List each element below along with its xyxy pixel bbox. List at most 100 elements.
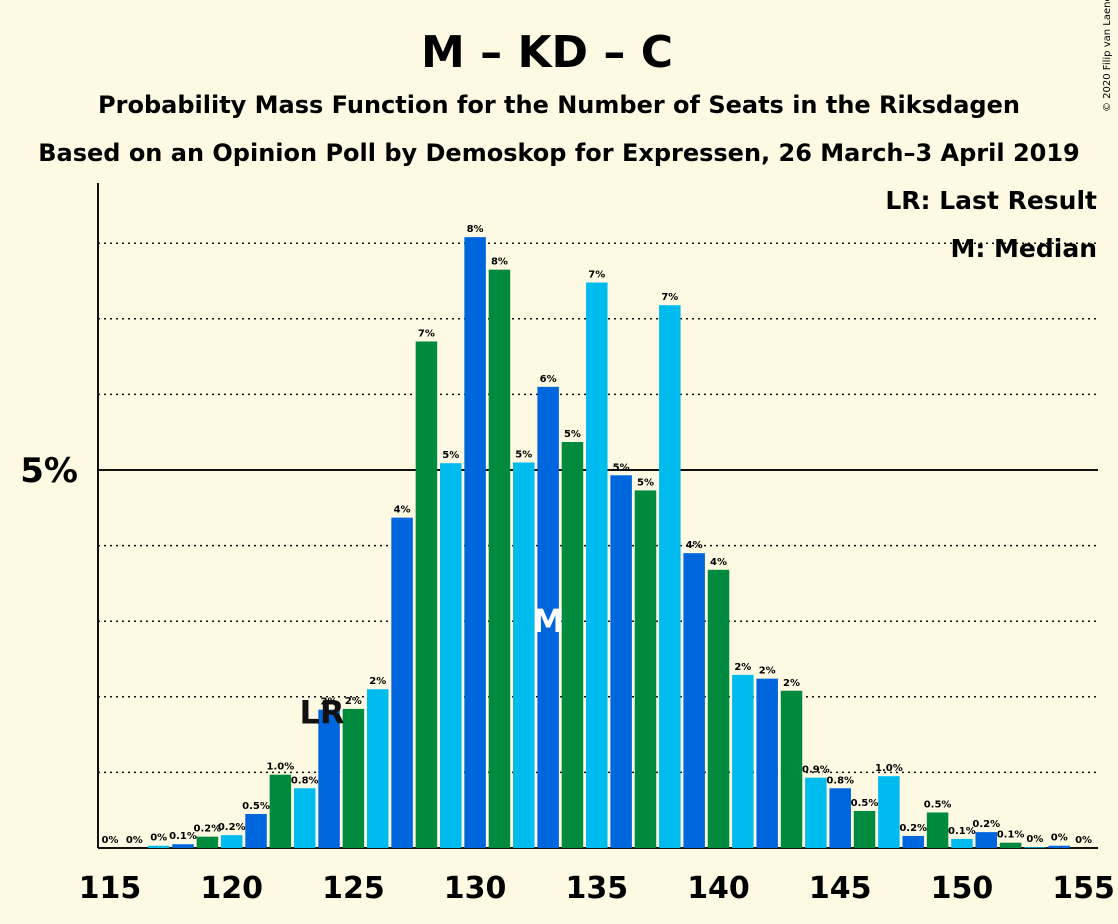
x-tick-label-125: 125 xyxy=(322,871,385,906)
data-label-seat-131: 8% xyxy=(491,257,508,268)
data-label-seat-139: 4% xyxy=(686,540,703,551)
data-label-seat-145: 0.8% xyxy=(826,775,854,786)
data-label-seat-152: 0.1% xyxy=(997,830,1025,841)
data-label-seat-127: 4% xyxy=(394,505,411,516)
data-label-seat-126: 2% xyxy=(369,676,386,687)
data-label-seat-119: 0.2% xyxy=(193,824,221,835)
bar-seat-151 xyxy=(975,832,997,848)
bar-seat-132 xyxy=(513,462,535,848)
x-tick-label-130: 130 xyxy=(444,871,507,906)
bar-seat-147 xyxy=(878,776,900,848)
data-label-seat-134: 5% xyxy=(564,429,581,440)
x-tick-label-140: 140 xyxy=(687,871,750,906)
bar-seat-150 xyxy=(951,838,973,848)
data-label-seat-117: 0% xyxy=(150,833,167,844)
x-tick-label-155: 155 xyxy=(1052,871,1115,906)
data-label-seat-153: 0% xyxy=(1026,834,1043,845)
bar-seat-153 xyxy=(1024,847,1046,848)
data-label-seat-120: 0.2% xyxy=(218,822,246,833)
x-tick-label-150: 150 xyxy=(931,871,994,906)
bar-seat-141 xyxy=(732,674,754,848)
bar-seat-149 xyxy=(926,812,949,848)
bar-seat-133 xyxy=(537,386,559,848)
data-label-seat-148: 0.2% xyxy=(899,823,927,834)
data-label-seat-130: 8% xyxy=(467,224,484,235)
bar-seat-152 xyxy=(999,842,1022,848)
bar-seat-117 xyxy=(147,845,170,848)
bar-seat-136 xyxy=(610,475,632,848)
data-label-seat-129: 5% xyxy=(442,450,459,461)
data-label-seat-151: 0.2% xyxy=(972,819,1000,830)
data-label-seat-146: 0.5% xyxy=(851,798,879,809)
bar-seat-129 xyxy=(440,463,462,848)
bar-seat-135 xyxy=(586,282,608,849)
bar-seat-138 xyxy=(659,305,681,848)
bar-seat-131 xyxy=(488,269,511,848)
bar-seat-154 xyxy=(1048,845,1071,848)
x-tick-label-115: 115 xyxy=(79,871,142,906)
bar-seat-146 xyxy=(853,810,876,848)
bar-seat-127 xyxy=(391,517,413,848)
data-label-seat-115: 0% xyxy=(102,835,119,846)
data-label-seat-133: 6% xyxy=(540,374,557,385)
bar-seat-145 xyxy=(829,788,851,848)
bar-seat-142 xyxy=(756,678,778,848)
bar-seat-118 xyxy=(172,844,194,848)
y-tick-label-5pct: 5% xyxy=(20,451,78,491)
bar-seat-143 xyxy=(780,690,803,848)
bar-seat-137 xyxy=(634,490,657,848)
data-label-seat-121: 0.5% xyxy=(242,801,270,812)
data-label-seat-132: 5% xyxy=(515,449,532,460)
data-label-seat-135: 7% xyxy=(588,270,605,281)
bar-seat-128 xyxy=(415,341,438,848)
legend-median: M: Median xyxy=(950,234,1097,263)
bar-seat-134 xyxy=(561,442,584,848)
data-label-seat-124: 2% xyxy=(321,697,338,708)
data-label-seat-143: 2% xyxy=(783,678,800,689)
data-label-seat-136: 5% xyxy=(613,462,630,473)
data-label-seat-142: 2% xyxy=(759,666,776,677)
bars-group xyxy=(147,237,1071,849)
markers-group: LR M xyxy=(300,602,564,731)
x-tick-label-135: 135 xyxy=(565,871,628,906)
data-label-seat-154: 0% xyxy=(1051,833,1068,844)
data-label-seat-118: 0.1% xyxy=(169,831,197,842)
data-label-seat-140: 4% xyxy=(710,557,727,568)
bar-seat-126 xyxy=(366,689,389,848)
bar-seat-148 xyxy=(902,835,924,848)
data-label-seat-128: 7% xyxy=(418,328,435,339)
bar-seat-123 xyxy=(293,788,316,848)
copyright-notice: © 2020 Filip van Laenen xyxy=(1102,0,1113,112)
bar-seat-120 xyxy=(220,835,243,848)
bar-seat-122 xyxy=(269,774,292,848)
x-tick-labels: 115 120 125 130 135 140 145 150 155 xyxy=(79,871,1115,906)
data-label-seat-150: 0.1% xyxy=(948,826,976,837)
data-label-seat-147: 1.0% xyxy=(875,763,903,774)
data-label-seat-137: 5% xyxy=(637,477,654,488)
data-label-seat-144: 0.9% xyxy=(802,765,830,776)
bar-seat-144 xyxy=(805,777,827,848)
data-label-seat-116: 0% xyxy=(126,835,143,846)
x-tick-label-145: 145 xyxy=(809,871,872,906)
median-marker: M xyxy=(532,602,564,640)
bar-seat-125 xyxy=(342,708,365,848)
chart-title: M – KD – C xyxy=(421,27,673,78)
data-label-seat-123: 0.8% xyxy=(291,775,319,786)
data-label-seat-125: 2% xyxy=(345,696,362,707)
chart-subtitle-1: Probability Mass Function for the Number… xyxy=(98,91,1020,119)
last-result-marker: LR xyxy=(300,694,345,732)
data-label-seat-155: 0% xyxy=(1075,835,1092,846)
bar-seat-124 xyxy=(318,709,340,848)
chart-subtitle-2: Based on an Opinion Poll by Demoskop for… xyxy=(38,139,1080,167)
data-label-seat-141: 2% xyxy=(734,662,751,673)
bar-seat-140 xyxy=(707,569,730,848)
bar-seat-119 xyxy=(196,836,219,848)
legend-last-result: LR: Last Result xyxy=(885,186,1097,215)
x-tick-label-120: 120 xyxy=(200,871,263,906)
data-labels-group: 0% 0% 0% 0.1%0.2%0.2%0.5%1.0%0.8%2% 2%2%4%7%… xyxy=(102,224,1093,846)
bar-seat-139 xyxy=(683,553,705,848)
data-label-seat-149: 0.5% xyxy=(924,799,952,810)
data-label-seat-138: 7% xyxy=(661,292,678,303)
data-label-seat-122: 1.0% xyxy=(267,762,295,773)
